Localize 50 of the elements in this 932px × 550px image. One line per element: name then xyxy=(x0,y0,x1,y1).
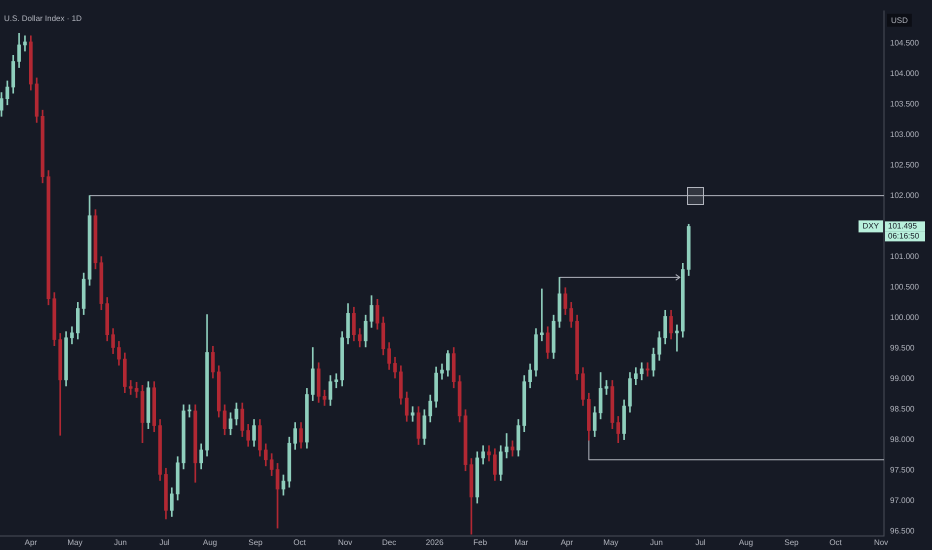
x-tick-label: Sep xyxy=(248,538,264,548)
y-tick-label: 104.000 xyxy=(890,68,920,78)
x-tick-label: Oct xyxy=(293,538,307,548)
y-tick-label: 100.500 xyxy=(890,282,920,292)
y-tick-label: 99.500 xyxy=(890,343,916,352)
candlestick xyxy=(188,404,192,418)
annotation: DXY xyxy=(862,222,880,231)
x-tick-label: Nov xyxy=(874,538,888,548)
y-tick-label: 102.000 xyxy=(890,190,920,200)
candlestick xyxy=(510,440,514,456)
x-tick-label: Apr xyxy=(560,538,574,548)
x-tick-label: Jun xyxy=(650,538,663,548)
candlestick xyxy=(675,324,679,352)
text: U.S. Dollar Index · 1D xyxy=(4,14,82,24)
y-tick-label: 103.500 xyxy=(890,99,920,108)
y-tick-label: 97.000 xyxy=(890,496,916,505)
x-tick-label: Oct xyxy=(829,538,843,548)
x-tick-label: Aug xyxy=(738,538,754,548)
x-tick-label: Sep xyxy=(784,538,800,548)
candlestick xyxy=(487,445,491,462)
y-tick-label: 98.000 xyxy=(890,434,916,444)
y-tick-label: 99.000 xyxy=(890,374,916,383)
y-axis-title: USD xyxy=(891,16,908,26)
x-tick-label: Apr xyxy=(24,538,38,548)
y-tick-label: 104.500 xyxy=(890,38,920,48)
x-tick-label: May xyxy=(603,538,618,548)
text: 06:16:50 xyxy=(888,232,920,241)
y-tick-label: 101.000 xyxy=(890,252,920,261)
x-tick-label: Dec xyxy=(382,538,396,548)
y-tick-label: 97.500 xyxy=(890,465,916,474)
y-tick-label: 96.500 xyxy=(890,526,916,536)
candlestick xyxy=(322,390,326,406)
candlestick xyxy=(604,380,608,395)
x-tick-label: Feb xyxy=(473,538,488,548)
x-tick-label: 2026 xyxy=(426,538,444,548)
candlestick xyxy=(23,35,27,52)
y-tick-label: 100.000 xyxy=(890,312,920,322)
x-tick-label: Aug xyxy=(202,538,218,548)
y-tick-label: 102.500 xyxy=(890,160,920,170)
x-tick-label: May xyxy=(67,538,82,548)
x-tick-label: Jul xyxy=(695,538,706,548)
x-tick-label: Jul xyxy=(159,538,170,548)
candlestick xyxy=(440,364,444,380)
x-tick-label: Mar xyxy=(514,538,529,548)
y-tick-label: 103.000 xyxy=(890,130,920,139)
y-tick-label: 98.500 xyxy=(890,404,916,414)
text: 101.495 xyxy=(888,222,918,231)
x-tick-label: Nov xyxy=(338,538,352,548)
x-tick-label: Jun xyxy=(114,538,127,548)
candlestick xyxy=(134,382,138,398)
